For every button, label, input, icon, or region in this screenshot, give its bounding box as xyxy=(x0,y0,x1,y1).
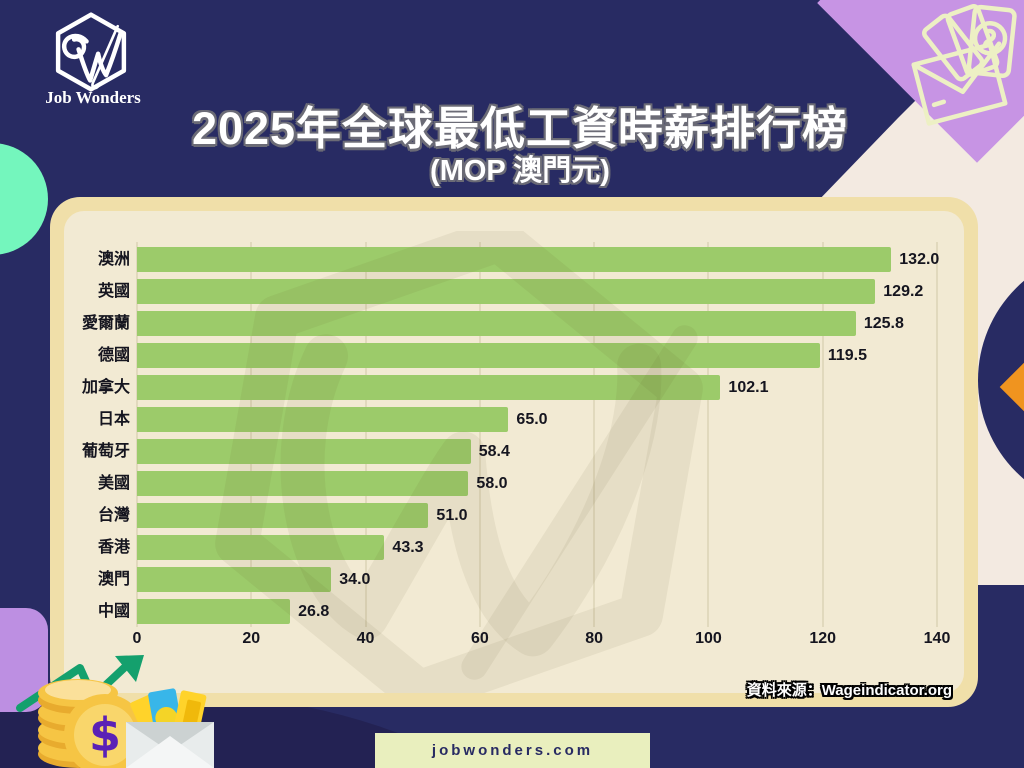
category-label: 愛爾蘭 xyxy=(81,315,130,332)
brand-name: Job Wonders xyxy=(45,88,141,107)
gridline xyxy=(593,242,596,627)
svg-text:$: $ xyxy=(89,708,121,762)
bar-value-label: 58.0 xyxy=(476,475,508,492)
bar xyxy=(137,375,721,400)
category-label: 日本 xyxy=(97,411,130,428)
bar-value-label: 65.0 xyxy=(516,411,548,428)
gridline xyxy=(478,242,481,627)
category-label: 加拿大 xyxy=(81,379,130,396)
bar xyxy=(137,567,332,592)
bar-value-label: 129.2 xyxy=(883,283,924,300)
bar-value-label: 125.8 xyxy=(863,315,904,332)
x-tick-label: 80 xyxy=(585,630,604,647)
gridline xyxy=(707,242,710,627)
bar xyxy=(137,503,429,528)
bar-value-label: 132.0 xyxy=(899,251,940,268)
category-label: 中國 xyxy=(97,603,130,620)
x-tick-label: 140 xyxy=(923,630,951,647)
gridline xyxy=(136,242,138,627)
category-label: 德國 xyxy=(97,347,130,364)
category-label: 英國 xyxy=(97,283,130,300)
gridline xyxy=(364,242,367,627)
bar xyxy=(137,407,509,432)
bar xyxy=(137,247,892,272)
bar xyxy=(137,471,469,496)
bar-value-label: 51.0 xyxy=(436,507,468,524)
x-tick-label: 60 xyxy=(470,630,489,647)
gridline xyxy=(936,242,938,627)
category-label: 香港 xyxy=(97,539,130,556)
bar xyxy=(137,599,291,624)
bar-value-label: 26.8 xyxy=(298,603,330,620)
dollar-coin-icon: $ xyxy=(64,694,146,768)
bar xyxy=(137,535,385,560)
mint-half-circle-decor xyxy=(0,143,48,255)
category-label: 澳門 xyxy=(97,571,130,588)
x-tick-label: 40 xyxy=(356,630,375,647)
x-tick-label: 20 xyxy=(242,630,261,647)
bar xyxy=(137,439,471,464)
x-tick-label: 0 xyxy=(132,630,142,647)
gridline xyxy=(821,242,824,627)
footer-website: jobwonders.com xyxy=(375,733,650,768)
category-label: 葡萄牙 xyxy=(81,443,130,460)
category-label: 澳洲 xyxy=(97,251,130,268)
bar-value-label: 58.4 xyxy=(478,443,510,460)
page-title: 2025年全球最低工資時薪排行榜 xyxy=(191,103,849,154)
source-credit: 資料來源：Wageindicator.org xyxy=(746,682,952,699)
money-envelope-outline-icon xyxy=(911,4,1017,126)
bar-value-label: 34.0 xyxy=(339,571,371,588)
bar-value-label: 102.1 xyxy=(728,379,769,396)
category-label: 台灣 xyxy=(97,507,130,524)
money-envelope-icon xyxy=(126,688,214,768)
page-subtitle: (MOP 澳門元) xyxy=(430,155,610,187)
category-label: 美國 xyxy=(97,475,130,492)
x-tick-label: 100 xyxy=(695,630,722,647)
bar xyxy=(137,279,876,304)
brand-logo hexagon-jw-monogram-icon xyxy=(55,12,127,92)
bar xyxy=(137,343,820,368)
x-tick-label: 120 xyxy=(809,630,837,647)
bar-value-label: 43.3 xyxy=(392,539,424,556)
bar xyxy=(137,311,856,336)
bar-value-label: 119.5 xyxy=(827,347,867,364)
gridline xyxy=(250,242,253,627)
